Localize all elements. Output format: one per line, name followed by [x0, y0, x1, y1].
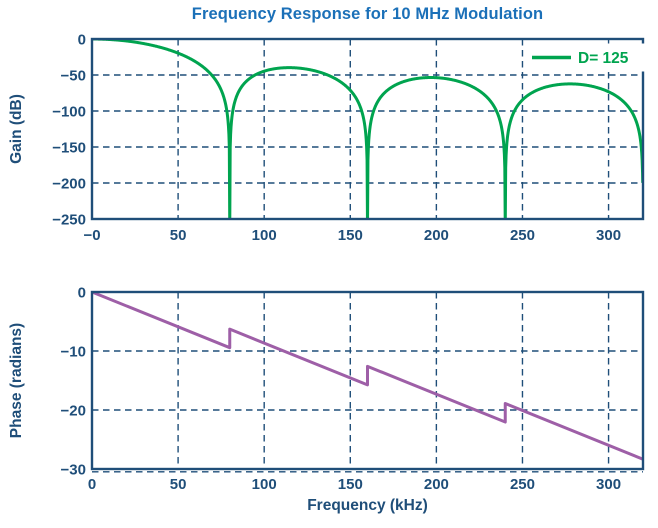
gain-y-axis-label: Gain (dB)	[8, 94, 25, 164]
tick-label: 100	[252, 476, 277, 493]
tick-label: −50	[61, 68, 86, 85]
tick-label: −250	[52, 212, 86, 229]
tick-label: 250	[510, 476, 535, 493]
chart-title: Frequency Response for 10 MHz Modulation	[191, 5, 544, 23]
phase-frame	[90, 290, 645, 471]
gain-plot: −0 50 100 150 200 250 300 0 −50 −100 −150 −200 −250 G…	[8, 32, 658, 244]
gain-frame	[90, 37, 645, 221]
tick-label: −150	[52, 140, 86, 157]
phase-x-tick-labels: 0 50 100 150 200 250 300	[88, 476, 621, 493]
legend-label: D= 125	[578, 50, 629, 67]
phase-y-axis-label: Phase (radians)	[8, 323, 25, 438]
tick-label: 200	[424, 476, 449, 493]
phase-curve	[92, 292, 643, 461]
tick-label: −20	[61, 403, 86, 420]
tick-label: 250	[510, 227, 535, 244]
phase-grid	[92, 292, 643, 469]
tick-label: −0	[83, 227, 100, 244]
tick-label: 0	[78, 285, 86, 302]
tick-label: −30	[61, 462, 86, 479]
tick-label: −200	[52, 176, 86, 193]
tick-label: 150	[338, 476, 363, 493]
tick-label: 300	[596, 227, 621, 244]
tick-label: 50	[170, 476, 187, 493]
tick-label: −10	[61, 344, 86, 361]
tick-label: −100	[52, 104, 86, 121]
gain-y-tick-labels: 0 −50 −100 −150 −200 −250	[52, 32, 86, 229]
tick-label: 300	[596, 476, 621, 493]
legend: D= 125	[527, 43, 658, 72]
tick-label: 0	[88, 476, 96, 493]
tick-label: 0	[78, 32, 86, 49]
gain-x-tick-labels: −0 50 100 150 200 250 300	[83, 227, 621, 244]
tick-label: 50	[170, 227, 187, 244]
phase-plot: 0 50 100 150 200 250 300 0 −10 −20 −30 Phase (radia…	[8, 285, 645, 514]
tick-label: 100	[252, 227, 277, 244]
phase-y-tick-labels: 0 −10 −20 −30	[61, 285, 86, 479]
tick-label: 200	[424, 227, 449, 244]
tick-label: 150	[338, 227, 363, 244]
gain-curve	[92, 39, 643, 219]
phase-x-axis-label: Frequency (kHz)	[307, 497, 428, 514]
